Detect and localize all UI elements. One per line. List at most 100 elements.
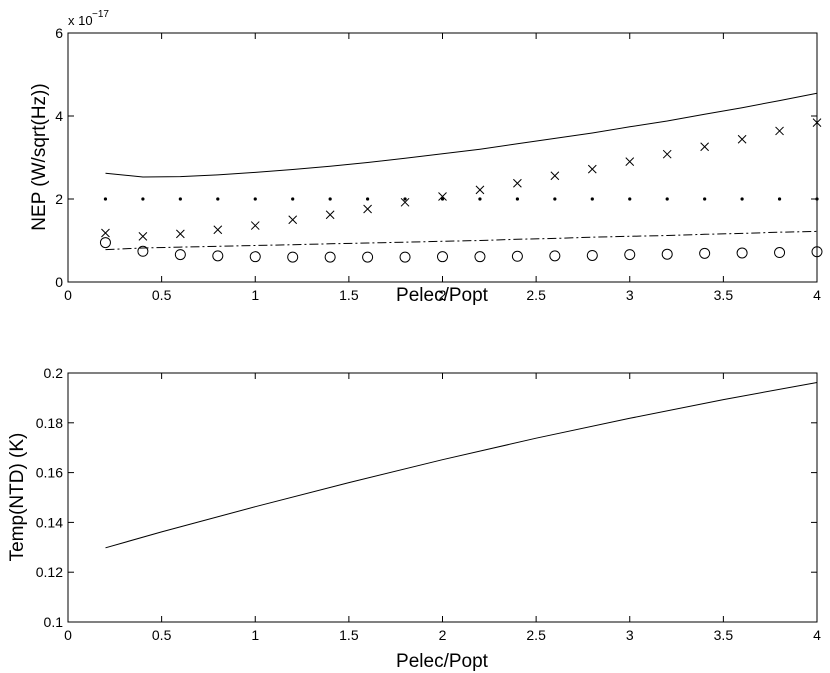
nep-series-o-markers-point	[661, 248, 673, 260]
nep-series-x-markers-point	[288, 215, 298, 225]
nep-series-o-markers-point	[511, 250, 523, 262]
nep-series-x-markers-point	[737, 134, 747, 144]
nep-series-dot-markers-point	[403, 197, 407, 201]
nep-series-o-markers-point	[699, 247, 711, 259]
nep-series-x-markers-point	[587, 164, 597, 174]
nep-series-dot-markers-point	[366, 197, 370, 201]
nep-series-x-markers-point	[400, 197, 410, 207]
nep-series-o-markers-point	[811, 246, 823, 258]
nep-x-tick-label: 0.5	[152, 287, 172, 303]
temp-x-tick-label: 0	[64, 627, 72, 643]
nep-x-tick-label: 0	[64, 287, 72, 303]
temp-series-solid-line	[105, 382, 818, 549]
nep-series-x-markers-point	[213, 225, 223, 235]
nep-series-dot-markers-point	[178, 197, 182, 201]
temp-x-tick-label: 0.5	[152, 627, 172, 643]
nep-x-tick-label: 1.5	[339, 287, 359, 303]
nep-x-tick-label: 1	[251, 287, 259, 303]
temp-y-tick-label: 0.12	[36, 564, 63, 580]
nep-series-dot-markers-point	[740, 197, 744, 201]
nep-series-dot-markers-point	[665, 197, 669, 201]
nep-series-o-markers-point	[586, 249, 598, 261]
nep-series-x-markers-point	[550, 171, 560, 181]
temp-x-tick-label: 1	[251, 627, 259, 643]
nep-series-dot-markers-point	[216, 197, 220, 201]
nep-series-dot-markers-point	[141, 197, 145, 201]
nep-series-dot-markers-point	[703, 197, 707, 201]
nep-series-dot-markers-point	[553, 197, 557, 201]
nep-series-dot-markers-point	[291, 197, 295, 201]
nep-ticks-group: 0 0.5 1 1.5 2 2.5 3 3.5 4 0 2 4 6	[55, 25, 821, 303]
nep-x-tick-label: 4	[813, 287, 821, 303]
nep-series-x-markers-point	[775, 126, 784, 136]
nep-x-axis-label: Pelec/Popt	[396, 285, 489, 306]
nep-series-o-markers-point	[624, 249, 636, 261]
nep-series-dot-markers-point	[628, 197, 632, 201]
nep-series-dot-markers-point	[777, 197, 782, 201]
temp-x-axis-label: Pelec/Popt	[396, 651, 489, 672]
nep-series-x-markers-point	[250, 221, 260, 230]
temp-x-tick-label: 2.5	[526, 627, 546, 643]
nep-series-o-markers-point	[736, 247, 748, 259]
nep-series-o-markers-point	[174, 249, 186, 261]
nep-x-tick-label: 3.5	[714, 287, 734, 303]
nep-series-o-markers-point	[249, 251, 261, 263]
nep-series-o-markers-point	[99, 237, 111, 249]
nep-series-o-markers-point	[362, 251, 374, 263]
nep-series-o-markers-point	[549, 250, 561, 262]
nep-series-dot-markers-point	[253, 197, 257, 201]
temp-y-tick-label: 0.2	[44, 365, 64, 381]
nep-series-o-markers-point	[324, 251, 336, 263]
nep-series-x-markers-point	[325, 210, 335, 220]
nep-series-o-markers-point	[212, 250, 224, 262]
nep-plot-area	[67, 32, 818, 283]
nep-series-o-markers-point	[437, 251, 448, 263]
nep-series-x-markers-point	[138, 231, 148, 241]
nep-series-dot-markers-point	[440, 197, 445, 201]
nep-panel: 0 0.5 1 1.5 2 2.5 3 3.5 4 0 2 4 6 x 10 −17 Pelec/Pop…	[29, 9, 823, 306]
nep-series-o-markers-point	[137, 245, 149, 257]
nep-series-dot-markers-point	[103, 197, 108, 201]
nep-series-x-markers-point	[812, 118, 822, 127]
temp-ticks-group: 0 0.5 1 1.5 2 2.5 3 3.5 4 0.1 0.12 0.14 0.16 0.18 0.2	[36, 365, 821, 643]
temp-x-tick-label: 2	[439, 627, 447, 643]
nep-series-dot-markers-point	[478, 197, 482, 201]
nep-y-axis-label: NEP (W/sqrt(Hz))	[29, 83, 50, 230]
nep-y-tick-label: 4	[55, 108, 63, 124]
temp-y-tick-label: 0.18	[36, 415, 63, 431]
nep-y-tick-label: 0	[55, 274, 63, 290]
nep-series-x-markers-point	[175, 229, 185, 239]
nep-series-x-markers-point	[438, 192, 447, 201]
nep-series-x-markers-point	[513, 178, 522, 188]
nep-y-exponent-base: x 10	[68, 13, 93, 28]
nep-series-solid-line	[105, 92, 818, 178]
nep-series-x-markers-point	[662, 149, 672, 159]
temp-x-tick-label: 4	[813, 627, 821, 643]
nep-series-o-markers-point	[287, 251, 299, 263]
temp-y-tick-label: 0.16	[36, 465, 63, 481]
nep-y-tick-label: 6	[55, 25, 63, 41]
nep-series-o-markers-point	[399, 251, 411, 263]
nep-x-tick-label: 2	[439, 287, 447, 303]
nep-series-o-markers-point	[774, 247, 786, 259]
nep-series-x-markers-point	[475, 185, 485, 195]
nep-series-x-markers-point	[101, 228, 110, 238]
temp-x-tick-label: 1.5	[339, 627, 359, 643]
temp-plot-area	[67, 372, 818, 623]
temp-y-tick-label: 0.14	[36, 514, 63, 530]
nep-series-o-markers-point	[474, 251, 486, 263]
nep-x-tick-label: 2.5	[526, 287, 546, 303]
temp-y-axis-label: Temp(NTD) (K)	[7, 433, 28, 562]
temp-x-tick-label: 3.5	[714, 627, 734, 643]
nep-x-tick-label: 3	[626, 287, 634, 303]
temp-series-group	[105, 382, 818, 549]
nep-y-tick-label: 2	[55, 191, 63, 207]
nep-series-x-markers-point	[700, 142, 710, 152]
nep-series-x-markers-point	[625, 157, 635, 167]
temp-y-tick-label: 0.1	[44, 614, 64, 630]
nep-series-x-markers-point	[363, 204, 372, 214]
temperature-panel: 0 0.5 1 1.5 2 2.5 3 3.5 40.10.120.140.160.180.2 …	[7, 365, 821, 672]
nep-series-dot-markers-point	[590, 197, 594, 201]
nep-series-dot-markers-point	[328, 197, 332, 201]
